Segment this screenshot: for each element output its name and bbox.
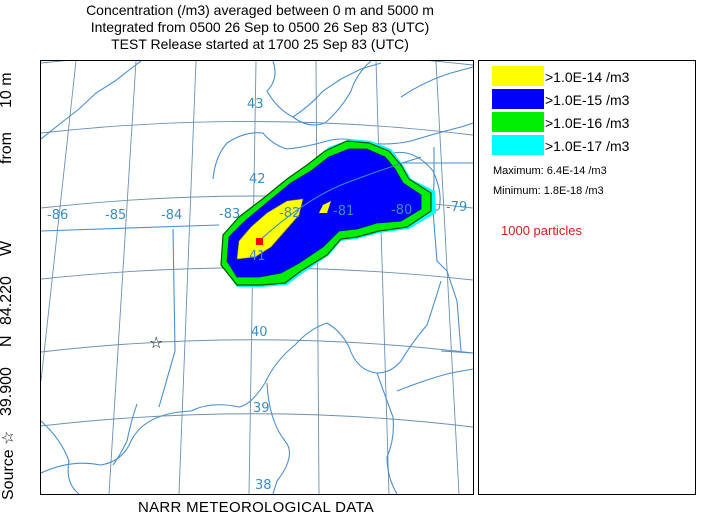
title-line-3: TEST Release started at 1700 25 Sep 83 (… bbox=[111, 36, 409, 52]
trajectory-line bbox=[258, 156, 422, 242]
longitude-labels: -86 -85 -84 -83 -82 -81 -80 -79 bbox=[47, 200, 467, 223]
particle-count: 1000 particles bbox=[501, 223, 582, 238]
minimum-stat: Minimum: 1.8E-18 /m3 bbox=[493, 185, 604, 197]
lat-line bbox=[41, 413, 473, 428]
lat-label: 42 bbox=[249, 172, 266, 187]
source-lat: 39.900 bbox=[0, 367, 15, 416]
ky-tn-river bbox=[41, 420, 80, 494]
lon-label: -82 bbox=[279, 206, 300, 221]
lake-erie-shore bbox=[212, 122, 473, 180]
lon-label: -81 bbox=[333, 204, 354, 219]
legend-label: >1.0E-15 /m3 bbox=[545, 92, 630, 108]
lat-label: 38 bbox=[255, 478, 272, 493]
legend-panel: >1.0E-14 /m3 >1.0E-15 /m3 >1.0E-16 /m3 >… bbox=[478, 60, 696, 495]
wabash bbox=[112, 403, 138, 466]
lake-michigan-shore bbox=[41, 61, 142, 140]
wv-va-border bbox=[376, 372, 398, 494]
concentration-plume bbox=[220, 139, 436, 287]
lon-line bbox=[178, 61, 197, 494]
lon-label: -83 bbox=[219, 207, 240, 222]
star-icon: ☆ bbox=[149, 333, 163, 352]
source-lon-dir: W bbox=[0, 241, 16, 256]
lat-label: 43 bbox=[247, 97, 264, 112]
map-frame: -86 -85 -84 -83 -82 -81 -80 -79 43 42 41… bbox=[40, 60, 474, 495]
source-lat-dir: N bbox=[0, 335, 16, 347]
pa-border bbox=[432, 210, 462, 352]
contour-yellow-small bbox=[319, 201, 331, 213]
lon-label: -80 bbox=[391, 203, 412, 218]
release-height: 10 m bbox=[0, 72, 15, 108]
source-word: Source ☆ bbox=[0, 430, 17, 500]
title-line-1: Concentration (/m3) averaged between 0 m… bbox=[86, 2, 434, 18]
indiana-mich-border bbox=[41, 224, 220, 232]
lon-line bbox=[41, 61, 77, 382]
lat-label: 40 bbox=[251, 325, 268, 340]
lon-label: -84 bbox=[161, 208, 182, 223]
lat-label: 41 bbox=[249, 249, 266, 264]
ohio-river bbox=[41, 280, 442, 474]
legend-label: >1.0E-17 /m3 bbox=[545, 138, 630, 154]
lon-label: -79 bbox=[446, 200, 467, 215]
lake-huron-shore bbox=[266, 61, 382, 118]
legend-swatch-cyan bbox=[492, 135, 544, 155]
lon-label: -85 bbox=[105, 208, 126, 223]
lon-line bbox=[315, 61, 320, 494]
source-lon: 84.220 bbox=[0, 276, 15, 325]
wv-ky-border bbox=[266, 382, 291, 494]
meteorology-footer: NARR METEOROLOGICAL DATA bbox=[137, 499, 375, 516]
lon-line bbox=[375, 61, 390, 494]
md-border bbox=[440, 350, 473, 354]
lat-line bbox=[41, 61, 473, 66]
maximum-stat: Maximum: 6.4E-14 /m3 bbox=[493, 165, 607, 177]
lat-line bbox=[41, 339, 473, 354]
legend-swatch-blue bbox=[492, 89, 544, 109]
legend-label: >1.0E-14 /m3 bbox=[545, 69, 630, 85]
latitude-labels: 43 42 41 40 39 38 bbox=[247, 97, 272, 493]
va-wv-east bbox=[396, 368, 473, 392]
legend-swatch-yellow bbox=[492, 66, 544, 86]
legend-label: >1.0E-16 /m3 bbox=[545, 115, 630, 131]
legend-swatch-green bbox=[492, 112, 544, 132]
lat-label: 39 bbox=[253, 401, 270, 416]
ontario-shore bbox=[400, 66, 473, 98]
red-square-icon bbox=[256, 238, 263, 245]
map-canvas: -86 -85 -84 -83 -82 -81 -80 -79 43 42 41… bbox=[41, 61, 473, 494]
release-from-word: from bbox=[0, 132, 15, 164]
graticule bbox=[41, 61, 473, 494]
lon-label: -86 bbox=[47, 208, 68, 223]
in-oh-border bbox=[158, 228, 176, 408]
title-line-2: Integrated from 0500 26 Sep to 0500 26 S… bbox=[90, 19, 430, 35]
michigan-thumb bbox=[292, 61, 372, 126]
contour-yellow bbox=[236, 198, 304, 260]
lat-line bbox=[41, 121, 473, 136]
lon-line bbox=[108, 61, 137, 494]
